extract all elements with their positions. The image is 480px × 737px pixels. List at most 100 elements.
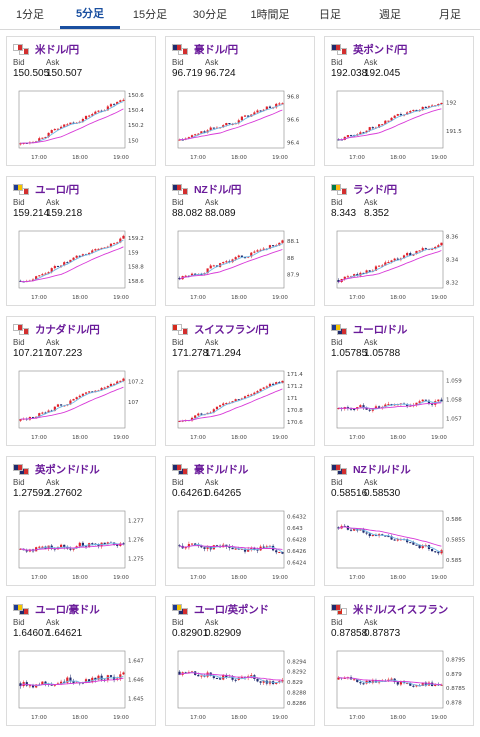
- currency-card[interactable]: ユーロ/豪ドル Bid Ask 1.64607 1.64621 1.647 1.646 1.6…: [6, 596, 156, 726]
- candle: [353, 408, 356, 410]
- candle: [250, 252, 253, 257]
- currency-card[interactable]: NZドル/円 Bid Ask 88.082 88.089 88.1 88 87.9 17:00 1…: [165, 176, 315, 306]
- ask-value: 159.218: [46, 208, 83, 219]
- price-chart[interactable]: 192 191.5 17:00 18:00 19:00: [331, 87, 469, 162]
- currency-card[interactable]: カナダドル/円 Bid Ask 107.217 107.223 107.2 107 17:00…: [6, 316, 156, 446]
- candle: [268, 383, 272, 387]
- candle: [415, 544, 418, 546]
- tab-7[interactable]: 月足: [439, 9, 461, 21]
- tab-1[interactable]: 5分足: [60, 0, 120, 29]
- candle: [381, 124, 384, 126]
- chart-frame: [177, 90, 285, 149]
- candle: [259, 110, 262, 112]
- pair-name[interactable]: スイスフラン/円: [194, 324, 269, 336]
- candle: [190, 417, 194, 421]
- price-chart[interactable]: 8.36 8.34 8.32 17:00 18:00 19:00: [331, 227, 469, 302]
- price-chart[interactable]: 88.1 88 87.9 17:00 18:00 19:00: [172, 227, 310, 302]
- price-chart[interactable]: 1.277 1.276 1.275 17:00 18:00 19:00: [13, 507, 151, 582]
- pair-name[interactable]: ユーロ/豪ドル: [35, 604, 100, 616]
- candle: [421, 682, 424, 686]
- quote-labels: Bid Ask: [13, 618, 79, 627]
- candle: [178, 139, 181, 141]
- ask-label: Ask: [364, 618, 378, 627]
- currency-card[interactable]: 豪ドル/円 Bid Ask 96.719 96.724 96.8 96.6 96.4 17:00…: [165, 36, 315, 166]
- candle: [440, 684, 443, 686]
- candle: [430, 248, 434, 250]
- currency-card[interactable]: ユーロ/円 Bid Ask 159.214 159.218 159.2 159 158.8 15…: [6, 176, 156, 306]
- candle: [231, 123, 234, 125]
- candle: [437, 103, 440, 106]
- pair-name[interactable]: 豪ドル/ドル: [194, 464, 249, 476]
- candle: [362, 529, 365, 533]
- ask-value: 96.724: [205, 68, 236, 79]
- currency-card[interactable]: ユーロ/ドル Bid Ask 1.05785 1.05788 1.059 1.058 1.05…: [324, 316, 474, 446]
- tab-5[interactable]: 日足: [319, 9, 341, 21]
- quote-values: 88.082 88.089: [172, 208, 238, 219]
- currency-card[interactable]: NZドル/ドル Bid Ask 0.58516 0.58530 0.586 0.5855 0.…: [324, 456, 474, 586]
- y-tick-label: 0.6424: [287, 560, 307, 566]
- price-chart[interactable]: 0.586 0.5855 0.585 17:00 18:00 19:00: [331, 507, 469, 582]
- price-chart[interactable]: 1.647 1.646 1.645 17:00 18:00 19:00: [13, 647, 151, 722]
- candle: [253, 251, 256, 253]
- currency-card[interactable]: 米ドル/円 Bid Ask 150.505 150.507 150.6 150.4 150.2…: [6, 36, 156, 166]
- candle: [53, 129, 56, 131]
- price-chart[interactable]: 0.8294 0.8292 0.829 0.8288 0.8286 17:00 18:00 1…: [172, 647, 310, 722]
- pair-name[interactable]: ユーロ/円: [35, 184, 79, 196]
- price-chart[interactable]: 150.6 150.4 150.2 150 17:00 18:00 19:00: [13, 87, 151, 162]
- pair-name[interactable]: 米ドル/スイスフラン: [353, 604, 449, 616]
- x-tick-label: 18:00: [390, 155, 406, 161]
- y-tick-label: 0.879: [446, 672, 462, 678]
- tab-0[interactable]: 1分足: [15, 9, 45, 21]
- candle: [206, 672, 209, 677]
- x-tick-label: 17:00: [31, 155, 47, 161]
- ask-label: Ask: [364, 338, 378, 347]
- currency-card[interactable]: 英ポンド/円 Bid Ask 192.038 192.045 192 191.5 17:00 1…: [324, 36, 474, 166]
- price-chart[interactable]: 0.8795 0.879 0.8785 0.878 17:00 18:00 19:00: [331, 647, 469, 722]
- pair-name[interactable]: 英ポンド/ドル: [35, 464, 100, 476]
- tab-6[interactable]: 週足: [379, 9, 401, 21]
- pair-name[interactable]: 豪ドル/円: [194, 44, 238, 56]
- pair-name[interactable]: 米ドル/円: [35, 44, 79, 56]
- quote-values: 1.05785 1.05788: [331, 348, 400, 359]
- tab-4[interactable]: 1時間足: [250, 9, 290, 21]
- pair-name[interactable]: カナダドル/円: [35, 324, 100, 336]
- pair-name[interactable]: ユーロ/英ポンド: [194, 604, 269, 616]
- pair-name[interactable]: ユーロ/ドル: [353, 324, 408, 336]
- candle: [228, 123, 231, 125]
- price-chart[interactable]: 0.6432 0.643 0.6428 0.6426 0.6424 17:00 18:00 1…: [172, 507, 310, 582]
- x-tick-label: 18:00: [390, 715, 406, 721]
- currency-card[interactable]: スイスフラン/円 Bid Ask 171.278 171.294 171.4 171.2 17…: [165, 316, 315, 446]
- candle: [215, 406, 219, 410]
- candle: [281, 380, 284, 383]
- price-chart[interactable]: 159.2 159 158.8 158.6 17:00 18:00 19:00: [13, 227, 151, 302]
- price-chart[interactable]: 171.4 171.2 171 170.8 170.6 17:00 18:00 19:00: [172, 367, 310, 442]
- currency-card[interactable]: 豪ドル/ドル Bid Ask 0.64261 0.64265 0.6432 0.643 0.6…: [165, 456, 315, 586]
- card-header: NZドル/ドル: [331, 462, 411, 477]
- currency-card[interactable]: 米ドル/スイスフラン Bid Ask 0.87858 0.87873 0.8795 0.87…: [324, 596, 474, 726]
- pair-name[interactable]: 英ポンド/円: [353, 44, 408, 56]
- currency-card[interactable]: ユーロ/英ポンド Bid Ask 0.82901 0.82909 0.8294 0.8292…: [165, 596, 315, 726]
- candle: [262, 546, 265, 548]
- pair-name[interactable]: NZドル/円: [194, 184, 242, 196]
- x-tick-label: 18:00: [231, 155, 247, 161]
- pair-name[interactable]: ランド/円: [353, 184, 397, 196]
- currency-card[interactable]: ランド/円 Bid Ask 8.343 8.352 8.36 8.34 8.32 17:00 18…: [324, 176, 474, 306]
- candle: [53, 406, 56, 411]
- x-tick-label: 19:00: [272, 155, 288, 161]
- candle: [84, 115, 88, 120]
- candle: [384, 262, 387, 266]
- price-chart[interactable]: 96.8 96.6 96.4 17:00 18:00 19:00: [172, 87, 310, 162]
- tab-2[interactable]: 15分足: [132, 9, 168, 21]
- x-tick-label: 17:00: [190, 435, 206, 441]
- pair-name[interactable]: NZドル/ドル: [353, 464, 411, 476]
- chart-frame: [336, 370, 444, 429]
- candle: [253, 392, 256, 395]
- candle: [440, 399, 443, 402]
- candle: [103, 542, 106, 545]
- tab-3[interactable]: 30分足: [192, 9, 228, 21]
- currency-card[interactable]: 英ポンド/ドル Bid Ask 1.27592 1.27602 1.277 1.276 1.2…: [6, 456, 156, 586]
- candle: [353, 274, 356, 277]
- x-tick-label: 19:00: [272, 295, 288, 301]
- price-chart[interactable]: 1.059 1.058 1.057 17:00 18:00 19:00: [331, 367, 469, 442]
- price-chart[interactable]: 107.2 107 17:00 18:00 19:00: [13, 367, 151, 442]
